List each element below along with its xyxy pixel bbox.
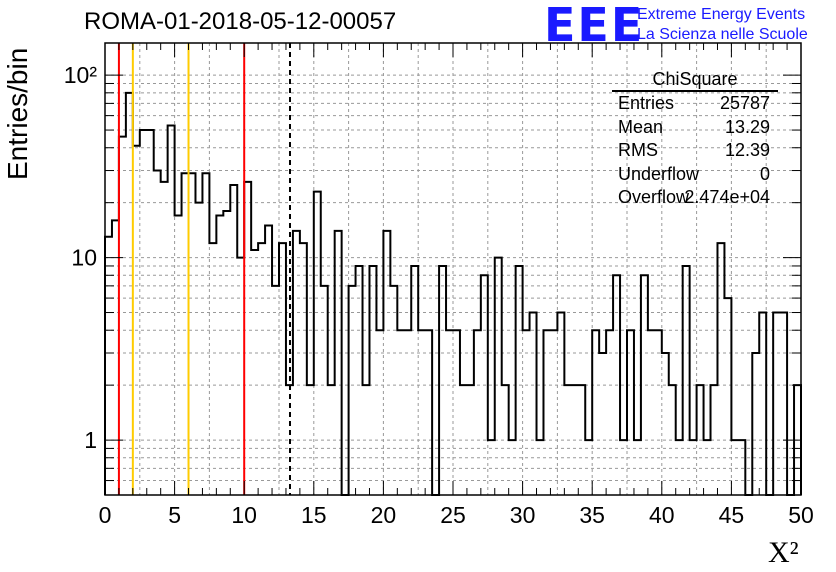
stats-value: 13.29 <box>724 116 770 137</box>
x-tick-label: 5 <box>168 502 181 528</box>
stats-label: Overflow <box>618 187 690 207</box>
x-tick-label: 0 <box>99 502 112 528</box>
stats-value: 12.39 <box>724 140 770 160</box>
x-tick-label: 45 <box>719 502 745 528</box>
stats-row-rms: RMS 12.39 <box>612 139 778 163</box>
y-axis-label: Entries/bin <box>2 47 33 180</box>
x-tick-label: 30 <box>510 502 536 528</box>
stats-value: 2.474e+04 <box>684 187 770 207</box>
stats-label: Mean <box>618 116 664 137</box>
histogram-series <box>104 91 802 496</box>
stats-row-underflow: Underflow 0 <box>612 163 778 187</box>
y-tick-label: 10 <box>71 245 97 271</box>
x-tick-label: 40 <box>649 502 675 528</box>
stats-box: ChiSquare Entries 25787 Mean 13.29 RMS 1… <box>612 68 778 210</box>
stats-label: Underflow <box>618 163 700 184</box>
stats-box-title: ChiSquare <box>612 68 778 92</box>
stats-row-overflow: Overflow 2.474e+04 <box>612 186 778 210</box>
stats-value: 25787 <box>719 93 770 113</box>
stats-value: 0 <box>759 163 770 184</box>
x-tick-label: 25 <box>440 502 466 528</box>
y-tick-label: 10² <box>64 62 98 88</box>
logo-mark: EEE <box>544 0 645 52</box>
y-tick-label: 1 <box>84 427 97 453</box>
x-tick-label: 50 <box>788 502 814 528</box>
logo-tagline-2: La Scienza nelle Scuole <box>637 26 808 43</box>
stats-row-mean: Mean 13.29 <box>612 116 778 140</box>
x-axis-label: X² <box>768 536 799 569</box>
x-tick-label: 35 <box>579 502 605 528</box>
chart-title: ROMA-01-2018-05-12-00057 <box>84 8 397 35</box>
x-tick-label: 10 <box>231 502 257 528</box>
x-tick-label: 15 <box>301 502 327 528</box>
stats-label: Entries <box>618 93 675 113</box>
x-tick-label: 20 <box>371 502 397 528</box>
stats-row-entries: Entries 25787 <box>612 92 778 116</box>
logo-tagline-1: Extreme Energy Events <box>637 6 806 23</box>
stats-label: RMS <box>618 140 658 160</box>
